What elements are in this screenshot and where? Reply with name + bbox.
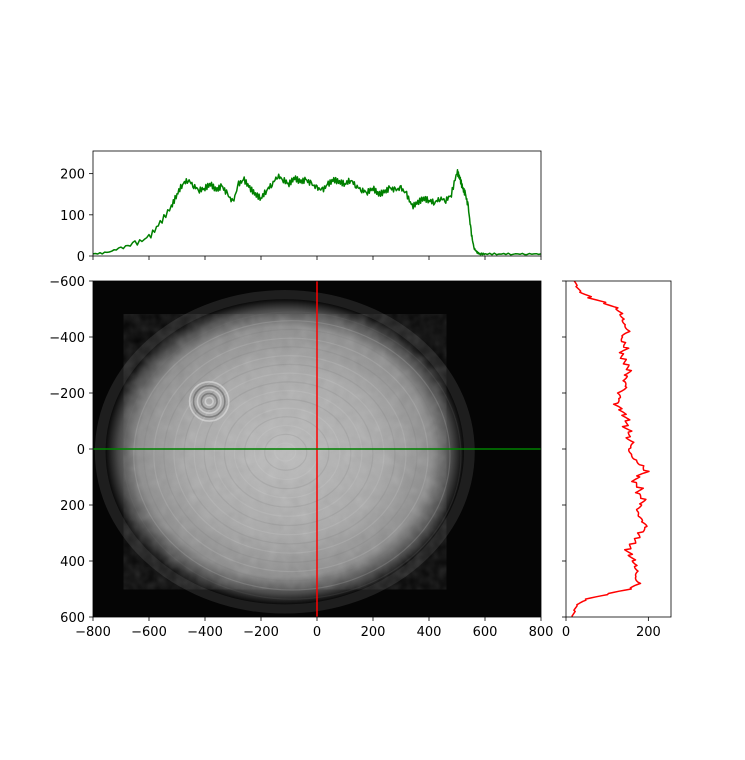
main-x-tick-label: 600 [473, 625, 498, 640]
top-y-tick-label: 200 [60, 168, 85, 183]
beam-speckle [123, 314, 447, 590]
top-profile-x-ticks [92, 256, 542, 260]
ring-feature-circle [188, 380, 230, 422]
main-x-tick-label: 800 [529, 625, 554, 640]
top-profile-series-group [93, 169, 541, 256]
main-image-panel: −800 −600 −400 −200 0 200 400 600 800 −600 −400 −2… [49, 275, 553, 640]
right-profile-y-ticks [562, 280, 566, 618]
main-y-tick-label: 0 [77, 443, 85, 458]
main-y-ticks: −600 −400 −200 0 200 400 600 [49, 275, 93, 626]
right-profile-background [566, 281, 671, 617]
main-y-tick-label: 600 [60, 611, 85, 626]
right-profile-panel: 0 200 [562, 280, 672, 640]
main-x-tick-label: −200 [243, 625, 279, 640]
main-x-tick-label: −800 [75, 625, 111, 640]
ring-feature-circle [204, 396, 214, 407]
main-x-tick-label: −600 [131, 625, 167, 640]
top-profile-background [93, 151, 541, 256]
main-x-tick-label: −400 [187, 625, 223, 640]
right-profile-series-group [571, 281, 650, 617]
top-profile-line [93, 169, 541, 256]
main-y-tick-label: 400 [60, 555, 85, 570]
main-y-tick-label: 200 [60, 499, 85, 514]
right-profile-x-ticks: 0 200 [562, 617, 661, 640]
main-x-tick-label: 200 [361, 625, 386, 640]
main-y-tick-label: −400 [49, 331, 85, 346]
ring-feature-circle [192, 384, 226, 418]
main-y-tick-label: −600 [49, 275, 85, 290]
ring-feature-circle [196, 388, 222, 414]
main-x-tick-label: 0 [313, 625, 321, 640]
top-profile-panel: 0 100 200 [60, 150, 542, 265]
top-y-tick-label: 100 [60, 209, 85, 224]
right-x-tick-label: 0 [562, 625, 570, 640]
top-y-tick-label: 0 [77, 250, 85, 265]
main-y-tick-label: −200 [49, 387, 85, 402]
diffraction-ring-feature [188, 380, 230, 422]
main-x-ticks: −800 −600 −400 −200 0 200 400 600 800 [75, 617, 553, 640]
right-profile-line [571, 281, 650, 617]
main-x-tick-label: 400 [417, 625, 442, 640]
ring-feature-circle [200, 392, 218, 411]
top-profile-y-ticks: 0 100 200 [60, 168, 93, 265]
right-x-tick-label: 200 [636, 625, 661, 640]
